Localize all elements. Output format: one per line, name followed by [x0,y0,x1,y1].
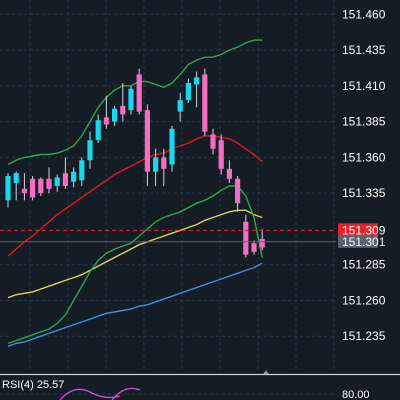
candle-body [144,110,150,172]
candle-body [120,105,126,115]
rsi-line [59,387,141,400]
candle-body [112,108,118,122]
candle-body [46,178,52,189]
price-label-text: 151.301 [342,235,386,249]
candle-body [38,178,44,194]
candle-body [128,88,134,111]
indicator-line [7,135,263,257]
candle-body [161,157,167,169]
candle-body [210,134,216,149]
candle-body [30,178,36,198]
rsi-label: RSI(4) 25.57 [2,379,64,391]
price-label-box [338,223,378,237]
current-price-lines [0,229,336,243]
rsi-background [0,374,400,400]
candle-body [243,221,249,255]
candle-body [218,140,224,169]
price-tick-label: 151.410 [342,79,386,93]
indicator-lines [7,39,263,347]
candle-body [87,140,93,161]
price-tick-label: 151.260 [342,293,386,307]
price-tick-label: 151.460 [342,7,386,21]
indicator-line [7,262,263,347]
candle-body [54,177,60,186]
price-tick-label: 151.435 [342,43,386,57]
price-tick-label: 151.385 [342,115,386,129]
candle-body [177,100,183,112]
price-tick-label: 151.360 [342,150,386,164]
candle-body [13,173,19,184]
candle-body [235,178,241,204]
candle-body [62,173,68,186]
candle-body [202,74,208,132]
candle-body [185,82,191,101]
candles [5,68,265,258]
price-label-box [338,234,378,248]
indicator-line [7,39,263,166]
candle-body [136,74,142,112]
candle-body [95,120,101,141]
candle-body [194,77,200,85]
rsi-level-label: 80.00 [342,389,370,400]
price-tick-label: 151.285 [342,258,386,272]
candle-body [79,160,85,181]
candle-body [259,238,265,248]
price-tick-label: 151.235 [342,329,386,343]
candle-body [226,168,232,179]
indicator-line [7,185,263,345]
price-tick-label: 151.335 [342,186,386,200]
candle-body [103,117,109,125]
candle-body [169,128,175,165]
rsi-panel: RSI(4) 25.57 80.00 [0,373,400,400]
candle-body [21,188,27,194]
candle-body [153,157,159,172]
price-label-text: 151.309 [342,223,386,237]
candle-body [5,175,11,201]
candle-body [71,171,77,182]
indicator-line [7,209,263,299]
candle-body [251,243,257,252]
